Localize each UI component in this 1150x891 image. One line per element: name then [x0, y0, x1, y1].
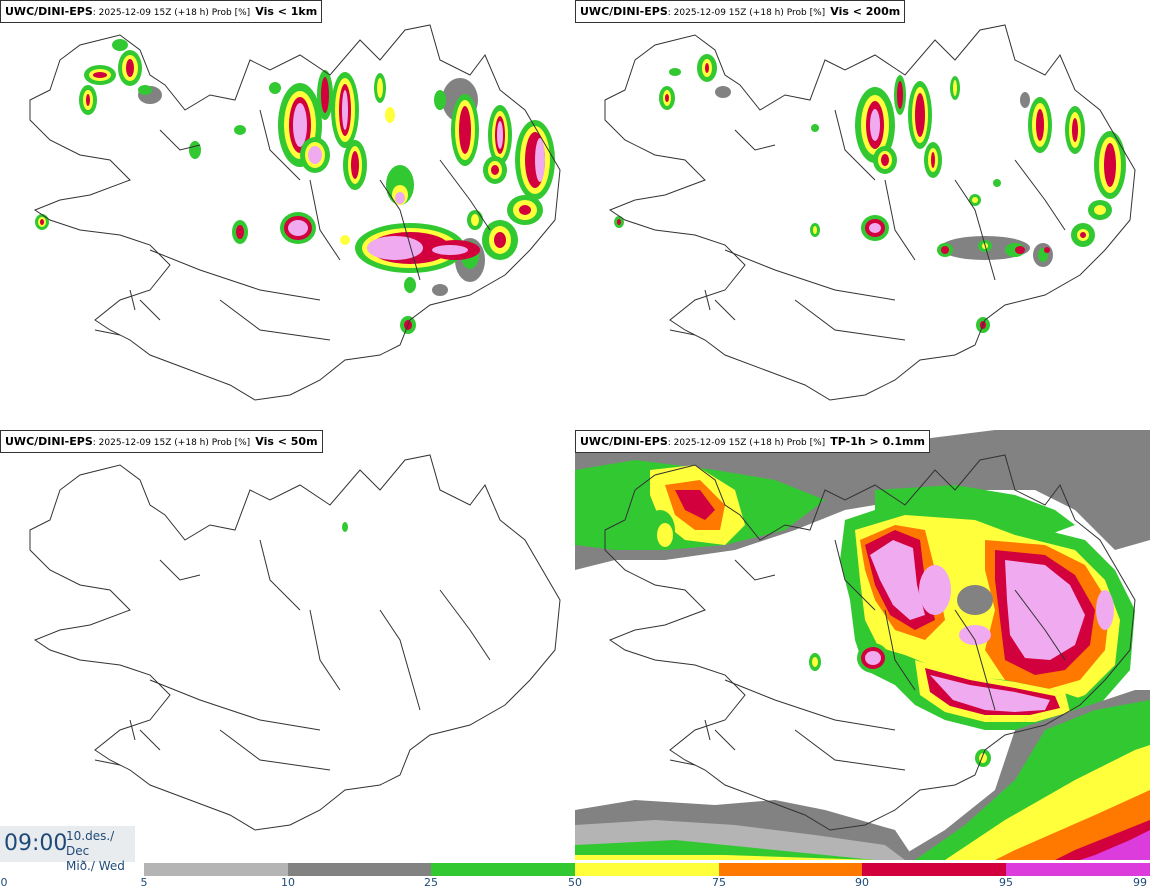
model-name: UWC/DINI-EPS [580, 435, 668, 448]
coastline [604, 24, 1136, 401]
prob-blob-westfjords [35, 39, 162, 230]
map-panel-tp-1h: UWC/DINI-EPS: 2025-12-09 15Z (+18 h) Pro… [575, 430, 1150, 860]
prob-field-sea-south [575, 690, 1150, 860]
iceland-map [604, 24, 1136, 401]
legend-segment-25-50 [431, 863, 575, 876]
coastline [29, 24, 561, 401]
valid-time: 09:00 [4, 831, 68, 856]
parameter-label: Vis < 200m [830, 5, 901, 18]
prob-blob-north [189, 70, 414, 205]
legend-tick-95: 95 [999, 876, 1013, 889]
legend-tick-50: 50 [568, 876, 582, 889]
map-panel-vis-50m: UWC/DINI-EPS: 2025-12-09 15Z (+18 h) Pro… [0, 430, 575, 860]
iceland-map [575, 430, 1150, 860]
prob-blob-central [810, 215, 1030, 333]
map-panel-vis-200m: UWC/DINI-EPS: 2025-12-09 15Z (+18 h) Pro… [575, 0, 1150, 430]
prob-field-central [809, 640, 1085, 767]
probability-overlay [35, 39, 555, 334]
iceland-map [29, 24, 561, 401]
prob-blob-north [811, 75, 1001, 206]
parameter-label: TP-1h > 0.1mm [830, 435, 925, 448]
valid-date-line-1: 10.des./ Dec [66, 829, 115, 858]
probability-overlay [614, 54, 1126, 333]
legend-tick-5: 5 [140, 876, 148, 889]
legend-segment-90-95 [862, 863, 1006, 876]
prob-blob-central [232, 212, 480, 334]
valid-time-box: 09:00 10.des./ Dec Mið./ Wed [0, 826, 135, 873]
run-info: : 2025-12-09 15Z (+18 h) Prob [%] [92, 8, 251, 18]
legend-tick-0: 0 [0, 876, 8, 889]
run-info: : 2025-12-09 15Z (+18 h) Prob [%] [92, 438, 251, 448]
color-legend: 0 5 10 25 50 75 90 95 99 [0, 862, 1150, 891]
prob-blob-east [1020, 92, 1126, 267]
panel-title: UWC/DINI-EPS: 2025-12-09 15Z (+18 h) Pro… [0, 430, 323, 453]
legend-segment-5-10 [144, 863, 288, 876]
legend-segment-95-99 [1006, 863, 1150, 876]
legend-segment-50-75 [575, 863, 719, 876]
coastline [604, 454, 1136, 831]
parameter-label: Vis < 1km [255, 5, 318, 18]
legend-tick-99: 99 [1133, 876, 1147, 889]
run-info: : 2025-12-09 15Z (+18 h) Prob [%] [667, 8, 826, 18]
model-name: UWC/DINI-EPS [5, 5, 93, 18]
prob-blob-westfjords [614, 54, 731, 228]
legend-tick-90: 90 [855, 876, 869, 889]
legend-tick-75: 75 [712, 876, 726, 889]
run-info: : 2025-12-09 15Z (+18 h) Prob [%] [667, 438, 826, 448]
iceland-map [29, 454, 561, 831]
panel-title: UWC/DINI-EPS: 2025-12-09 15Z (+18 h) Pro… [575, 430, 930, 453]
legend-segment-0-5 [0, 863, 144, 876]
legend-segment-10-25 [288, 863, 431, 876]
prob-blob-east [434, 78, 555, 282]
model-name: UWC/DINI-EPS [5, 435, 93, 448]
legend-tick-25: 25 [424, 876, 438, 889]
probability-overlay [575, 430, 1150, 860]
coastline [29, 454, 561, 831]
panel-title: UWC/DINI-EPS: 2025-12-09 15Z (+18 h) Pro… [0, 0, 323, 23]
parameter-label: Vis < 50m [255, 435, 318, 448]
map-panel-vis-1km: UWC/DINI-EPS: 2025-12-09 15Z (+18 h) Pro… [0, 0, 575, 430]
valid-date: 10.des./ Dec Mið./ Wed [66, 829, 135, 874]
legend-tick-10: 10 [281, 876, 295, 889]
legend-segment-75-90 [719, 863, 862, 876]
model-name: UWC/DINI-EPS [580, 5, 668, 18]
probability-overlay [342, 522, 348, 532]
panel-title: UWC/DINI-EPS: 2025-12-09 15Z (+18 h) Pro… [575, 0, 906, 23]
valid-date-line-2: Mið./ Wed [66, 859, 125, 873]
